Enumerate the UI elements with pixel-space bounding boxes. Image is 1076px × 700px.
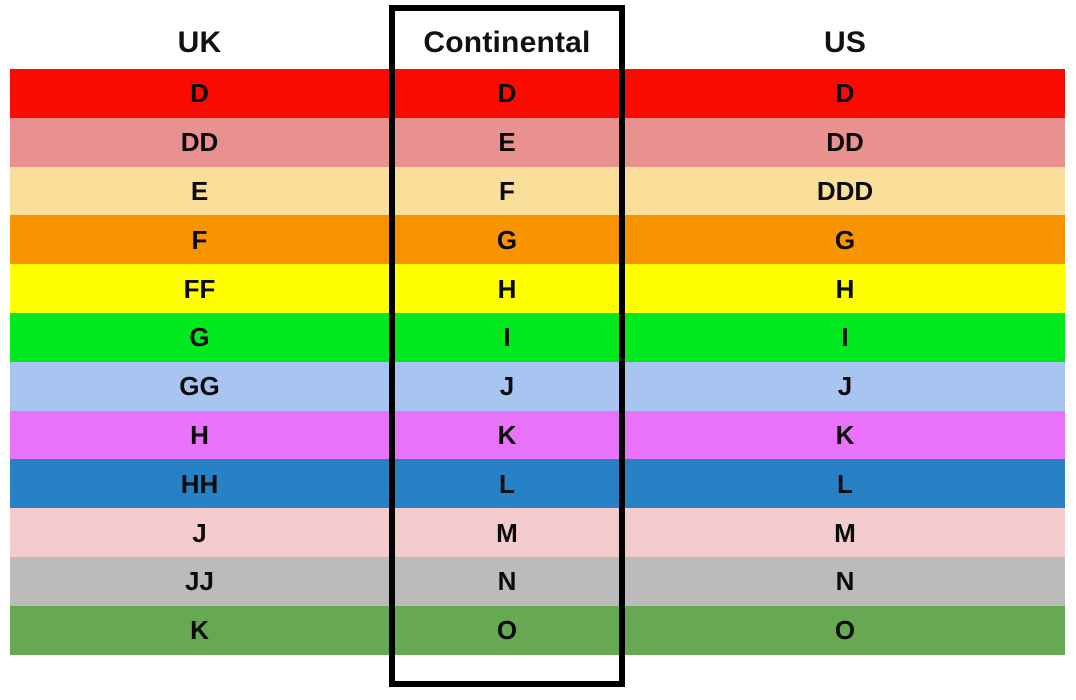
- grade-cell-continental: D: [497, 78, 517, 109]
- grade-cell-continental: M: [496, 517, 518, 548]
- grade-cell-uk: JJ: [185, 566, 214, 597]
- grade-cell-us: O: [834, 615, 856, 646]
- grade-cell-uk: DD: [180, 127, 219, 158]
- column-header-us: US: [823, 26, 867, 59]
- table-row: FF H H: [10, 264, 1065, 313]
- table-row: HH L L: [10, 459, 1065, 509]
- grade-cell-continental: L: [499, 468, 515, 499]
- grade-cell-uk: FF: [183, 273, 216, 304]
- grade-cell-continental: I: [503, 322, 511, 353]
- grade-cell-continental: O: [496, 615, 518, 646]
- grade-cell-uk: J: [192, 517, 207, 548]
- grade-cell-continental: K: [497, 419, 517, 450]
- grade-cell-uk: F: [191, 224, 208, 255]
- grade-cell-uk: H: [190, 419, 209, 450]
- grade-cell-uk: G: [189, 322, 210, 353]
- grade-cell-continental: F: [499, 175, 515, 206]
- table-row: GG J J: [10, 361, 1065, 411]
- grade-cell-continental: E: [498, 127, 516, 158]
- grade-cell-us: DDD: [816, 175, 874, 206]
- grade-cell-us: D: [835, 78, 855, 109]
- table-row: E F DDD: [10, 166, 1065, 216]
- grade-cell-uk: GG: [179, 371, 220, 402]
- grade-cell-continental: J: [499, 371, 515, 402]
- grade-cell-uk: HH: [180, 468, 219, 499]
- table-body: D D D DD E DD E F DDD F G G FF H H G I I GG J J H K K HH L L J M M JJ N…: [10, 69, 1065, 655]
- grade-cell-us: K: [835, 419, 855, 450]
- grade-cell-us: J: [837, 371, 853, 402]
- grade-cell-continental: G: [496, 224, 518, 255]
- column-header-uk: UK: [177, 26, 222, 59]
- grade-cell-uk: E: [190, 175, 209, 206]
- grade-cell-us: N: [835, 566, 855, 597]
- table-header-row: UK Continental US: [10, 18, 1065, 68]
- grade-cell-us: I: [841, 322, 849, 353]
- grade-cell-uk: K: [190, 615, 209, 646]
- grade-cell-us: M: [834, 517, 856, 548]
- grade-cell-uk: D: [190, 78, 209, 109]
- table-row: DD E DD: [10, 117, 1065, 167]
- grade-cell-continental: N: [497, 566, 517, 597]
- grade-cell-continental: H: [497, 273, 517, 304]
- grade-cell-us: DD: [826, 127, 864, 158]
- table-row: JJ N N: [10, 556, 1065, 606]
- grade-cell-us: H: [835, 273, 855, 304]
- grade-cell-us: G: [834, 224, 856, 255]
- grade-cell-us: L: [837, 468, 853, 499]
- column-header-continental: Continental: [423, 26, 591, 59]
